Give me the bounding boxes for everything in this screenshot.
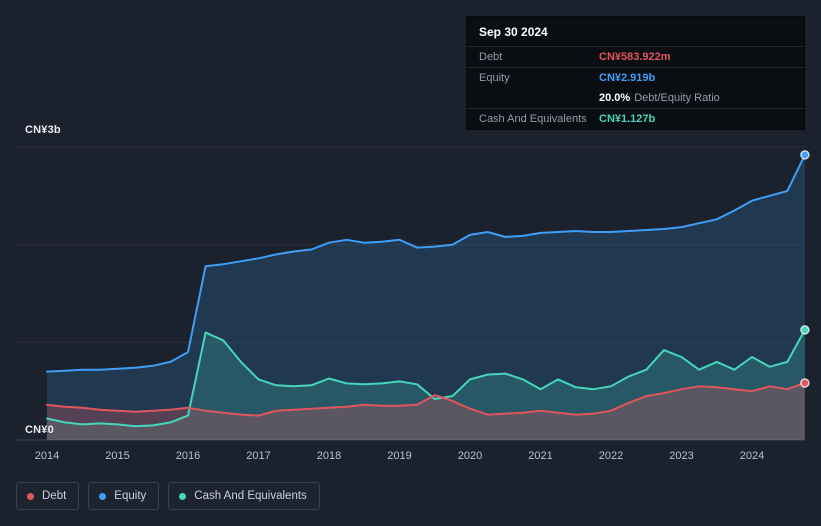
y-axis-label-max: CN¥3b [25,124,61,136]
x-axis-tick-2021: 2021 [528,450,552,462]
x-axis-tick-2017: 2017 [246,450,270,462]
tooltip-date: Sep 30 2024 [479,25,548,39]
x-axis-tick-2022: 2022 [599,450,623,462]
cash-and-equivalents-line [46,328,806,428]
tooltip-equity-label: Equity [479,72,510,84]
x-axis-tick-2016: 2016 [176,450,200,462]
legend-item-cash[interactable]: Cash And Equivalents [168,482,320,510]
x-axis-tick-2019: 2019 [387,450,411,462]
tooltip-row-cash: Cash And Equivalents CN¥1.127b [467,108,804,129]
equity-line [46,153,806,373]
tooltip-cash-value: CN¥1.127b [599,113,656,125]
tooltip-debt-label: Debt [479,51,503,63]
y-axis-label-min: CN¥0 [25,424,54,436]
x-axis-tick-2014: 2014 [35,450,59,462]
legend-item-equity[interactable]: Equity [88,482,160,510]
debt-dot-icon [27,492,34,500]
x-axis-tick-2020: 2020 [458,450,482,462]
x-axis-tick-2018: 2018 [317,450,341,462]
tooltip-cash-label: Cash And Equivalents [479,113,587,125]
legend-cash-label: Cash And Equivalents [194,490,307,502]
debt-end-marker[interactable] [800,378,810,388]
tooltip-row-debt: Debt CN¥583.922m [467,46,804,67]
ratio-label: Debt/Equity Ratio [634,92,720,104]
debt-area [47,383,805,440]
tooltip-ratio-value: 20.0% Debt/Equity Ratio [599,92,720,104]
x-axis-tick-2023: 2023 [669,450,693,462]
cash-and-equivalents-end-marker[interactable] [800,325,810,335]
legend: Debt Equity Cash And Equivalents [16,482,320,510]
legend-item-debt[interactable]: Debt [16,482,80,510]
data-tooltip: Sep 30 2024 Debt CN¥583.922m Equity CN¥2… [466,16,805,130]
tooltip-equity-value: CN¥2.919b [599,72,656,84]
cash-dot-icon [179,492,187,500]
ratio-percent: 20.0% [599,92,631,104]
equity-dot-icon [99,492,107,500]
equity-end-marker[interactable] [800,150,810,160]
tooltip-debt-value: CN¥583.922m [599,51,671,63]
legend-debt-label: Debt [42,490,67,502]
tooltip-row-equity: Equity CN¥2.919b [467,67,804,88]
x-axis-tick-2024: 2024 [740,450,764,462]
x-axis-tick-2015: 2015 [105,450,129,462]
tooltip-row-ratio: 20.0% Debt/Equity Ratio [467,88,804,108]
equity-area [47,154,805,440]
legend-equity-label: Equity [114,490,147,502]
debt-line [46,382,806,417]
